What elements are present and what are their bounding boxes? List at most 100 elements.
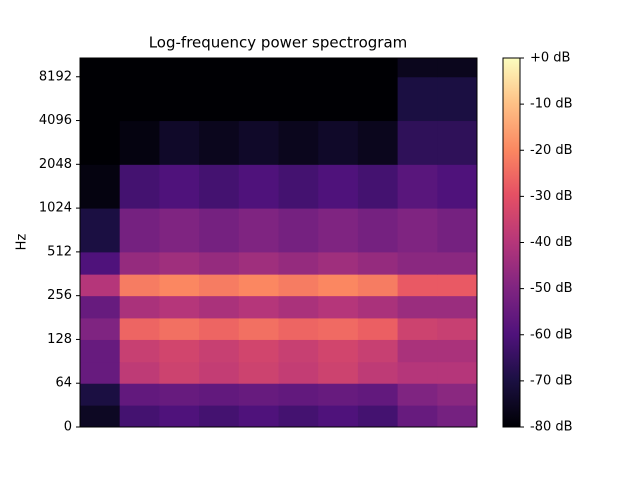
heatmap-cell [238, 274, 279, 297]
heatmap-cell [199, 251, 240, 275]
heatmap-cell [278, 164, 319, 209]
heatmap-cell [437, 361, 478, 384]
heatmap-cell [437, 76, 478, 122]
heatmap-cell [357, 383, 399, 406]
heatmap-cell [437, 164, 478, 209]
colorbar-tick-label: -40 dB [530, 235, 573, 250]
heatmap-cell [80, 295, 121, 319]
heatmap-cell [397, 405, 438, 428]
heatmap-cell [238, 164, 279, 209]
heatmap-cell [199, 274, 240, 297]
heatmap-cell [238, 58, 279, 78]
heatmap-cell [80, 208, 121, 253]
heatmap-cell [397, 251, 438, 275]
heatmap-cell [199, 317, 240, 340]
heatmap-cell [397, 164, 438, 209]
colorbar-tick-label: -50 dB [530, 281, 573, 296]
heatmap-cell [397, 339, 438, 363]
heatmap-cell [80, 120, 121, 165]
heatmap-cell [119, 251, 160, 275]
heatmap-cell [119, 405, 160, 428]
heatmap-cell [318, 317, 359, 340]
heatmap-cell [357, 76, 399, 122]
heatmap [80, 58, 478, 428]
heatmap-cell [199, 76, 240, 122]
y-tick-label: 2048 [39, 157, 72, 172]
heatmap-cell [397, 274, 438, 297]
heatmap-cell [318, 274, 359, 297]
colorbar [502, 57, 521, 428]
colorbar-tick-label: -30 dB [530, 189, 573, 204]
heatmap-cell [199, 339, 240, 363]
heatmap-cell [437, 383, 478, 406]
heatmap-cell [119, 120, 160, 165]
heatmap-cell [397, 317, 438, 340]
heatmap-cell [278, 317, 319, 340]
heatmap-cell [199, 208, 240, 253]
heatmap-cell [437, 317, 478, 340]
chart-title: Log-frequency power spectrogram [149, 34, 408, 52]
heatmap-cell [278, 76, 319, 122]
heatmap-cell [238, 76, 279, 122]
heatmap-cell [238, 208, 279, 253]
heatmap-cell [437, 120, 478, 165]
heatmap-cell [318, 295, 359, 319]
heatmap-cell [397, 58, 438, 78]
heatmap-cell [159, 274, 200, 297]
heatmap-cell [278, 120, 319, 165]
heatmap-cell [357, 295, 399, 319]
heatmap-cell [278, 339, 319, 363]
heatmap-cell [159, 317, 200, 340]
heatmap-cell [199, 361, 240, 384]
heatmap-cell [80, 339, 121, 363]
heatmap-cell [357, 361, 399, 384]
heatmap-cell [199, 120, 240, 165]
heatmap-cell [238, 120, 279, 165]
heatmap-cell [159, 251, 200, 275]
heatmap-cell [318, 58, 359, 78]
colorbar-tick-label: -20 dB [530, 143, 573, 158]
heatmap-cell [119, 383, 160, 406]
heatmap-cell [119, 317, 160, 340]
heatmap-cell [437, 58, 478, 78]
heatmap-cell [159, 361, 200, 384]
heatmap-cell [437, 339, 478, 363]
colorbar-tick-label: -80 dB [530, 420, 573, 435]
heatmap-cell [318, 208, 359, 253]
colorbar-tick-label: -10 dB [530, 97, 573, 112]
heatmap-cell [159, 164, 200, 209]
heatmap-cell [357, 317, 399, 340]
heatmap-cell [238, 361, 279, 384]
y-axis-label: Hz [15, 234, 30, 251]
heatmap-cell [159, 208, 200, 253]
y-tick-label: 4096 [39, 113, 72, 128]
y-tick-label: 128 [47, 332, 72, 347]
heatmap-cell [437, 274, 478, 297]
heatmap-cell [80, 361, 121, 384]
heatmap-cell [199, 383, 240, 406]
colorbar-tick-label: -70 dB [530, 373, 573, 388]
heatmap-cell [278, 251, 319, 275]
heatmap-cell [318, 76, 359, 122]
heatmap-cell [80, 317, 121, 340]
heatmap-cell [437, 208, 478, 253]
heatmap-cell [357, 164, 399, 209]
y-tick-label: 256 [47, 288, 72, 303]
y-tick-label: 512 [47, 244, 72, 259]
heatmap-cell [119, 76, 160, 122]
heatmap-cell [397, 76, 438, 122]
heatmap-cell [318, 361, 359, 384]
heatmap-cell [159, 339, 200, 363]
heatmap-cell [80, 405, 121, 428]
heatmap-cell [80, 251, 121, 275]
heatmap-cell [278, 405, 319, 428]
heatmap-cell [119, 295, 160, 319]
heatmap-cell [318, 164, 359, 209]
heatmap-cell [397, 120, 438, 165]
heatmap-cell [397, 208, 438, 253]
heatmap-cell [238, 295, 279, 319]
heatmap-cell [159, 383, 200, 406]
heatmap-cell [278, 295, 319, 319]
heatmap-cell [397, 295, 438, 319]
colorbar-tick-label: -60 dB [530, 327, 573, 342]
